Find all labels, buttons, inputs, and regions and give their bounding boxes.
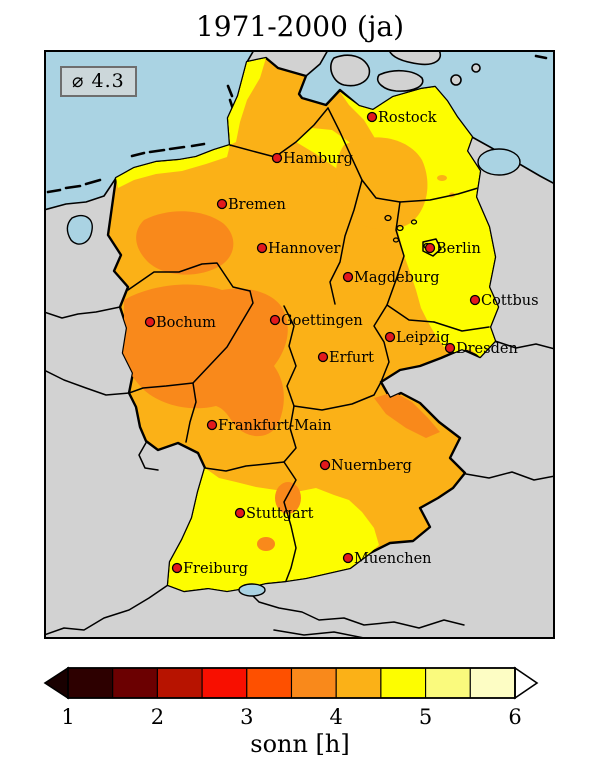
- danish-islands: [330, 49, 548, 92]
- colorbar-left-arrow: [43, 666, 69, 700]
- colorbar: 1 2 3 4 5 6: [0, 650, 600, 750]
- city-dot-dresden: [444, 342, 456, 354]
- city-dot-nuernberg: [319, 459, 331, 471]
- city-dot-cottbus: [469, 294, 481, 306]
- spatial-mean-box: ⌀ 4.3: [60, 66, 137, 97]
- city-label-frankfurt-main: Frankfurt-Main: [218, 418, 332, 434]
- diameter-symbol: ⌀: [72, 70, 85, 92]
- colorbar-segment-4: [246, 667, 293, 699]
- city-dot-rostock: [366, 111, 378, 123]
- colorbar-canvas: 1 2 3 4 5 6: [43, 666, 539, 729]
- colorbar-tick-5: 5: [419, 705, 432, 729]
- colorbar-right-arrow: [514, 666, 539, 700]
- colorbar-segment-5: [290, 667, 337, 699]
- city-label-goettingen: Goettingen: [281, 313, 363, 329]
- city-label-berlin: Berlin: [436, 241, 481, 257]
- city-dot-hamburg: [271, 152, 283, 164]
- stettin-lagoon: [477, 148, 521, 176]
- city-dot-bremen: [216, 198, 228, 210]
- city-dot-magdeburg: [342, 271, 354, 283]
- colorbar-segment-6: [335, 667, 382, 699]
- map-canvas: Rostock Hamburg Bremen Hannover Berlin Magdeb…: [43, 49, 556, 640]
- sunshine-contours: [116, 58, 498, 591]
- germany-map: Rostock Hamburg Bremen Hannover Berlin Magdeb…: [43, 49, 556, 640]
- city-dot-berlin: [424, 242, 436, 254]
- colorbar-tick-1: 1: [61, 705, 74, 729]
- colorbar-label: sonn [h]: [250, 730, 350, 758]
- city-label-bremen: Bremen: [228, 197, 286, 213]
- colorbar-segment-2: [156, 667, 203, 699]
- colorbar-tick-6: 6: [508, 705, 521, 729]
- colorbar-segment-7: [380, 667, 427, 699]
- city-label-stuttgart: Stuttgart: [246, 506, 314, 522]
- colorbar-tick-3: 3: [240, 705, 253, 729]
- city-label-magdeburg: Magdeburg: [354, 270, 439, 286]
- city-label-rostock: Rostock: [378, 110, 437, 126]
- city-dot-freiburg: [171, 562, 183, 574]
- lake-constance: [238, 583, 266, 597]
- colorbar-segment-8: [425, 667, 471, 699]
- country-borders: [43, 306, 556, 639]
- state-borders: [127, 107, 490, 582]
- city-label-hannover: Hannover: [268, 241, 340, 257]
- city-dot-erfurt: [317, 351, 329, 363]
- ijsselmeer-lake: [66, 214, 93, 245]
- city-label-leipzig: Leipzig: [396, 330, 450, 346]
- city-label-erfurt: Erfurt: [329, 350, 374, 366]
- city-label-muenchen: Muenchen: [354, 551, 431, 567]
- colorbar-segment-1: [112, 667, 158, 699]
- city-dot-frankfurt-main: [206, 419, 218, 431]
- city-label-bochum: Bochum: [156, 315, 216, 331]
- city-markers: Rostock Hamburg Bremen Hannover Berlin Magdeb…: [144, 110, 539, 577]
- city-dot-goettingen: [269, 314, 281, 326]
- city-dot-leipzig: [384, 331, 396, 343]
- colorbar-tick-4: 4: [330, 705, 343, 729]
- colorbar-tick-2: 2: [151, 705, 164, 729]
- frisian-islands: [46, 84, 236, 194]
- map-frame: [44, 50, 555, 639]
- city-label-hamburg: Hamburg: [283, 151, 353, 167]
- city-dot-hannover: [256, 242, 268, 254]
- colorbar-outline: [67, 667, 516, 699]
- city-dot-stuttgart: [234, 507, 246, 519]
- city-dot-bochum: [144, 316, 156, 328]
- city-label-dresden: Dresden: [456, 341, 518, 357]
- city-label-cottbus: Cottbus: [481, 293, 539, 309]
- figure-title: 1971-2000 (ja): [195, 10, 405, 43]
- city-dot-muenchen: [342, 552, 354, 564]
- spatial-mean-value: 4.3: [91, 70, 125, 92]
- colorbar-segment-3: [201, 667, 248, 699]
- city-label-freiburg: Freiburg: [183, 561, 248, 577]
- colorbar-segment-9: [469, 667, 516, 699]
- colorbar-segment-0: [67, 667, 114, 699]
- city-label-nuernberg: Nuernberg: [331, 458, 412, 474]
